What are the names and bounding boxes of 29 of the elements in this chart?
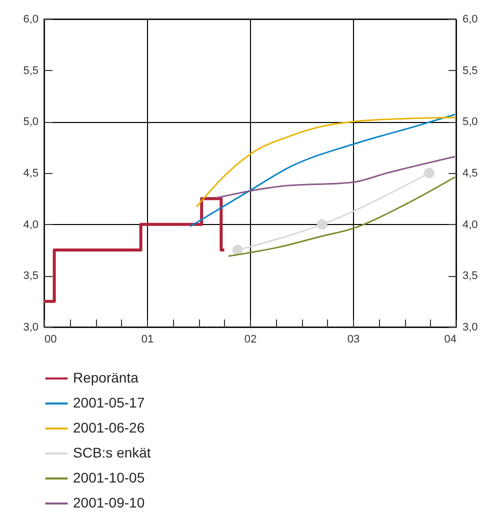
line-series xyxy=(228,176,456,257)
y2-tick-label: 4,0 xyxy=(462,218,478,231)
y-tick-label: 6,0 xyxy=(23,14,38,26)
y2-tick-label: 6,0 xyxy=(462,14,478,26)
legend-label: SCB:s enkät xyxy=(73,444,151,460)
x-tick-label: 04 xyxy=(444,334,456,346)
y2-tick-label: 3,5 xyxy=(462,270,478,282)
x-tick-label: 01 xyxy=(141,334,154,346)
x-tick-label: 00 xyxy=(44,334,57,346)
y-tick-label: 5,5 xyxy=(23,64,38,77)
legend-label: 2001-10-05 xyxy=(73,470,145,486)
y2-tick-label: 4,5 xyxy=(462,168,478,180)
x-tick-label: 03 xyxy=(347,334,360,346)
line-series xyxy=(190,114,456,228)
y-tick-label: 4,5 xyxy=(23,168,38,180)
line-series xyxy=(216,156,456,198)
y2-tick-label: 5,5 xyxy=(462,64,478,77)
y-tick-label: 5,0 xyxy=(23,116,38,128)
y-tick-label: 4,0 xyxy=(23,218,38,231)
x-tick-label: 02 xyxy=(244,334,257,346)
y2-tick-label: 3,0 xyxy=(462,322,478,334)
legend-label: 2001-09-10 xyxy=(73,494,145,510)
legend-label: 2001-05-17 xyxy=(73,394,145,410)
y-tick-label: 3,5 xyxy=(23,270,38,282)
y2-tick-label: 5,0 xyxy=(462,116,478,128)
legend-label: Reporänta xyxy=(73,370,139,386)
y-tick-label: 3,0 xyxy=(23,322,38,334)
legend-label: 2001-06-26 xyxy=(73,420,145,436)
line-series xyxy=(196,116,456,208)
